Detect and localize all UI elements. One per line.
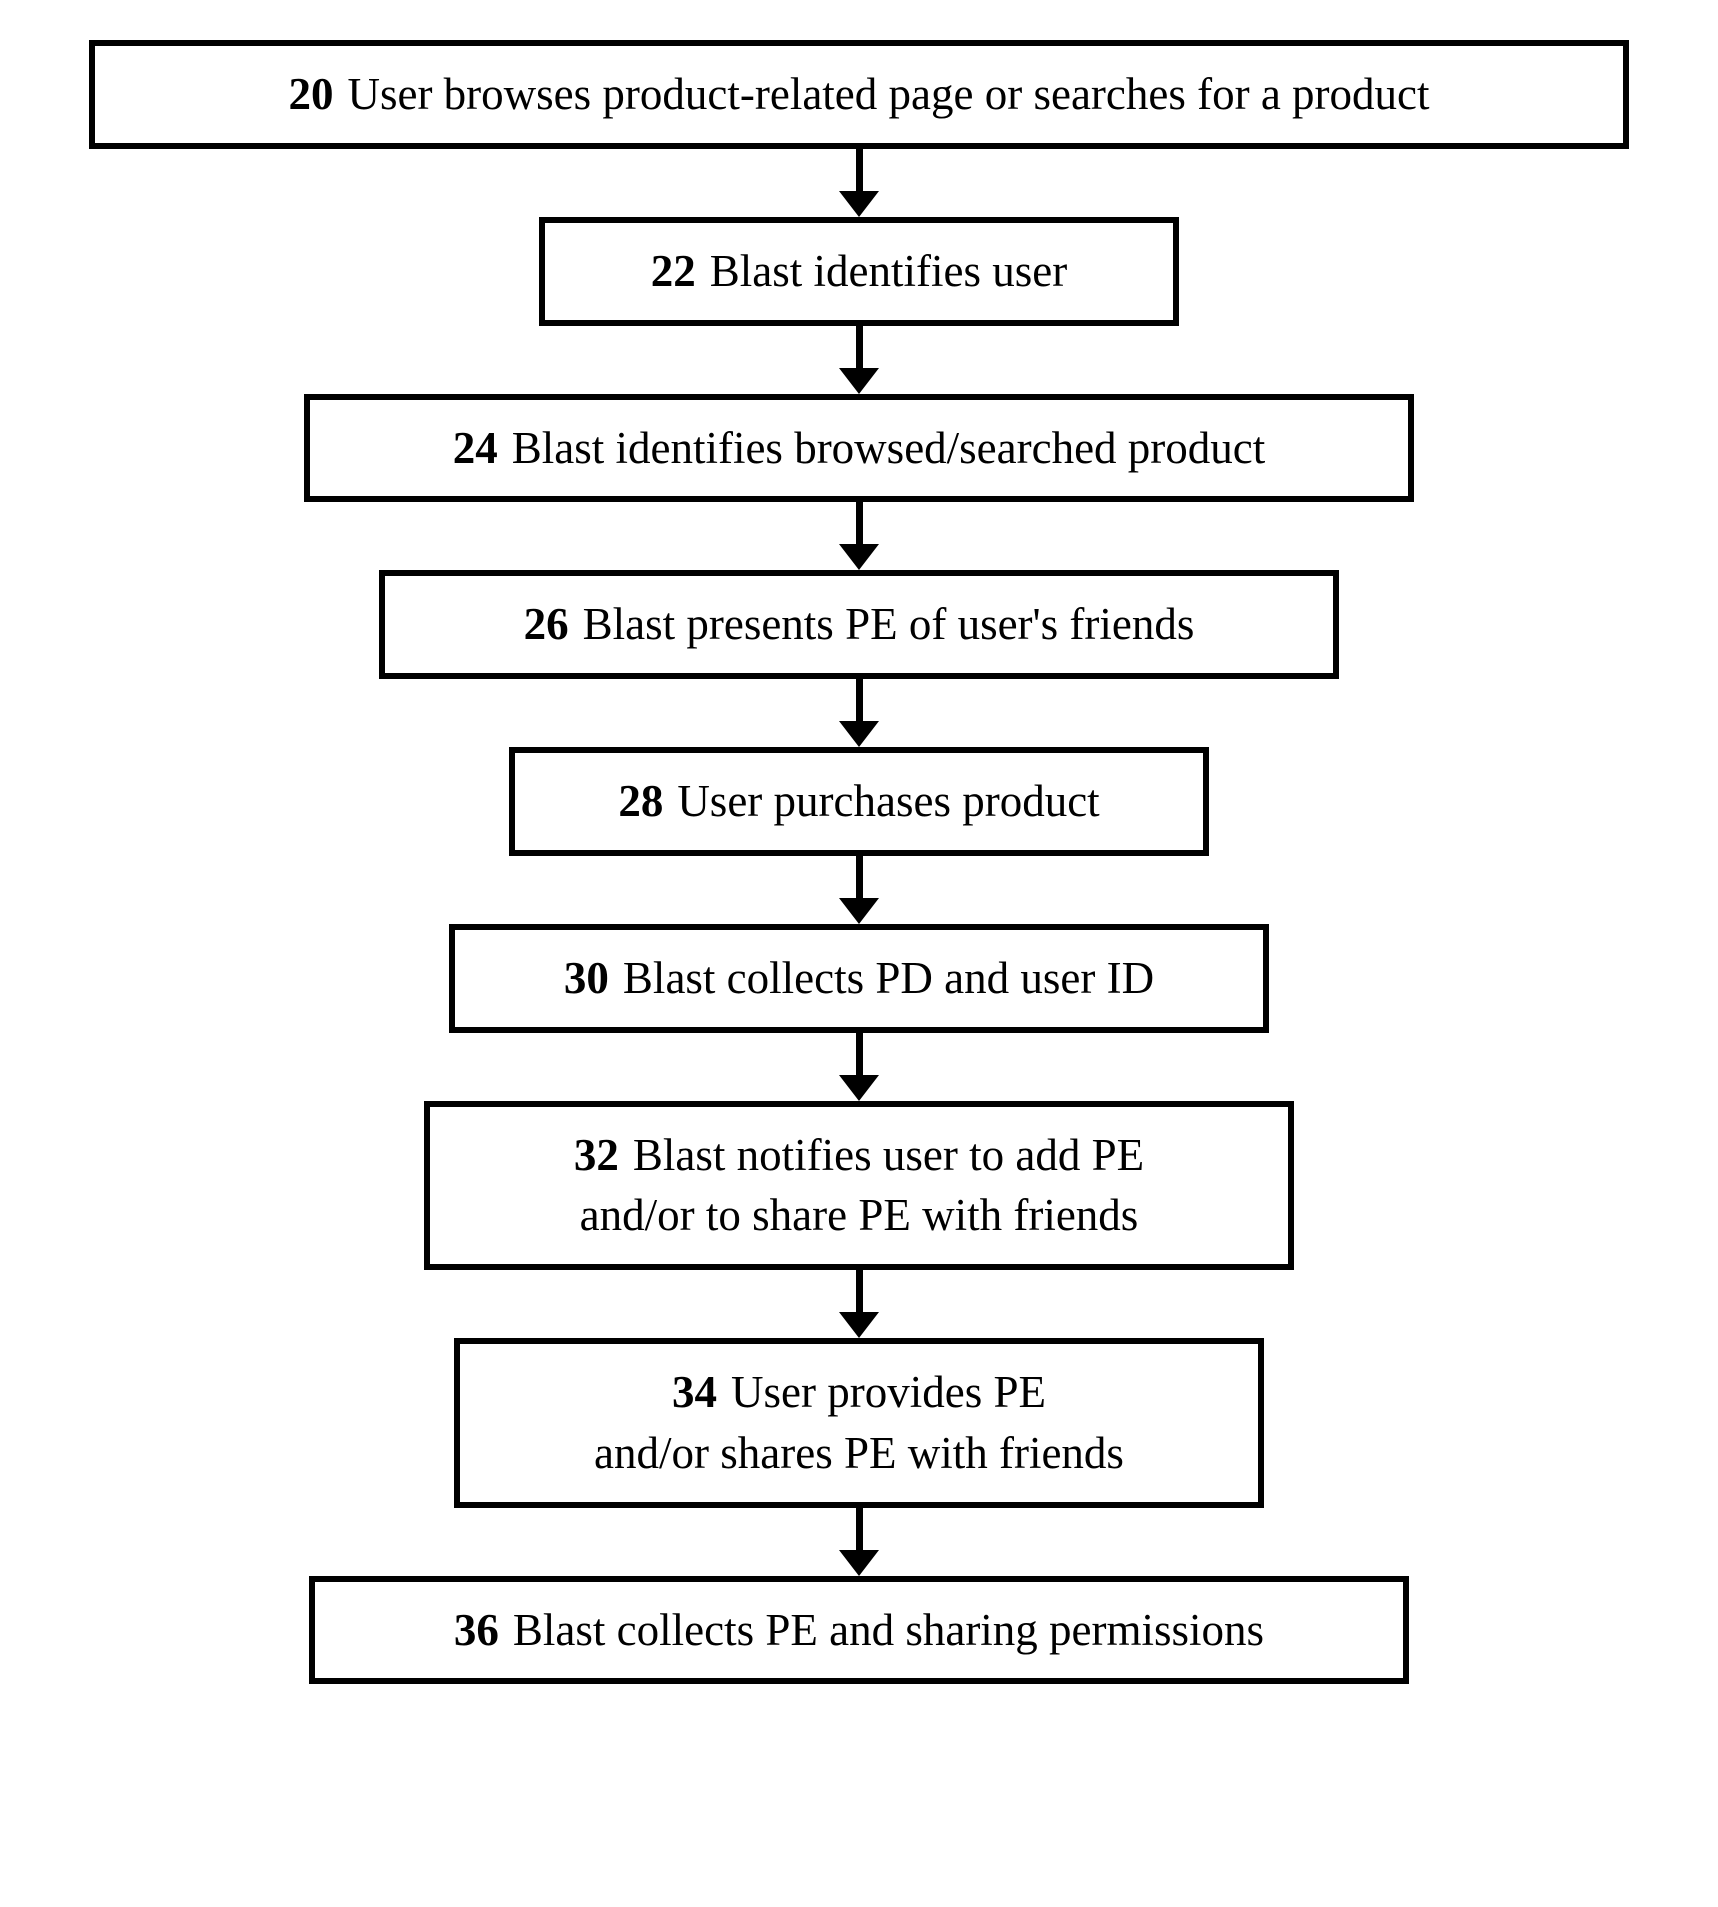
arrow-connector [839, 679, 879, 747]
node-text: Blast collects PE and sharing permission… [513, 1605, 1264, 1655]
node-number: 26 [524, 599, 569, 649]
node-text-line2: and/or shares PE with friends [490, 1423, 1228, 1484]
arrow-shaft [856, 1270, 863, 1314]
arrow-head-icon [839, 1075, 879, 1101]
node-text: User browses product-related page or sea… [347, 69, 1429, 119]
arrow-connector [839, 856, 879, 924]
node-number: 22 [651, 246, 696, 296]
node-text: Blast identifies browsed/searched produc… [512, 423, 1266, 473]
arrow-connector [839, 1270, 879, 1338]
flow-node-24: 24 Blast identifies browsed/searched prod… [304, 394, 1414, 503]
node-number: 28 [618, 776, 663, 826]
node-number: 20 [288, 69, 333, 119]
arrow-head-icon [839, 1550, 879, 1576]
arrow-connector [839, 1508, 879, 1576]
flow-node-26: 26 Blast presents PE of user's friends [379, 570, 1339, 679]
node-number: 24 [453, 423, 498, 473]
arrow-head-icon [839, 191, 879, 217]
node-number: 36 [454, 1605, 499, 1655]
arrow-shaft [856, 149, 863, 193]
arrow-shaft [856, 679, 863, 723]
flow-node-36: 36 Blast collects PE and sharing permissi… [309, 1576, 1409, 1685]
flow-node-20: 20 User browses product-related page or s… [89, 40, 1629, 149]
node-number: 34 [672, 1367, 717, 1417]
node-text: Blast presents PE of user's friends [583, 599, 1195, 649]
arrow-head-icon [839, 1312, 879, 1338]
flowchart-container: 20 User browses product-related page or s… [59, 40, 1659, 1684]
arrow-connector [839, 502, 879, 570]
node-number: 30 [564, 953, 609, 1003]
arrow-head-icon [839, 898, 879, 924]
flow-node-30: 30 Blast collects PD and user ID [449, 924, 1269, 1033]
arrow-shaft [856, 502, 863, 546]
arrow-head-icon [839, 544, 879, 570]
arrow-connector [839, 1033, 879, 1101]
flow-node-32: 32 Blast notifies user to add PE and/or t… [424, 1101, 1294, 1271]
flow-node-22: 22 Blast identifies user [539, 217, 1179, 326]
arrow-shaft [856, 856, 863, 900]
node-text: User provides PE [731, 1367, 1046, 1417]
arrow-connector [839, 326, 879, 394]
node-text: Blast notifies user to add PE [633, 1130, 1144, 1180]
arrow-head-icon [839, 721, 879, 747]
node-text: Blast identifies user [710, 246, 1067, 296]
node-text: Blast collects PD and user ID [623, 953, 1154, 1003]
node-number: 32 [574, 1130, 619, 1180]
arrow-head-icon [839, 368, 879, 394]
arrow-connector [839, 149, 879, 217]
arrow-shaft [856, 326, 863, 370]
arrow-shaft [856, 1508, 863, 1552]
node-text-line2: and/or to share PE with friends [460, 1185, 1258, 1246]
flow-node-28: 28 User purchases product [509, 747, 1209, 856]
flow-node-34: 34 User provides PE and/or shares PE with… [454, 1338, 1264, 1508]
arrow-shaft [856, 1033, 863, 1077]
node-text: User purchases product [677, 776, 1099, 826]
